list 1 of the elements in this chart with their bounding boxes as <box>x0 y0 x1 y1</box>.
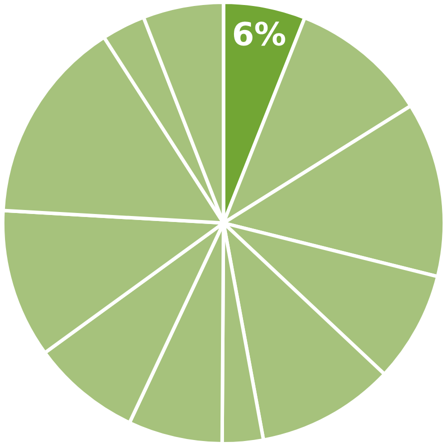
data-label: 6% <box>234 22 286 46</box>
